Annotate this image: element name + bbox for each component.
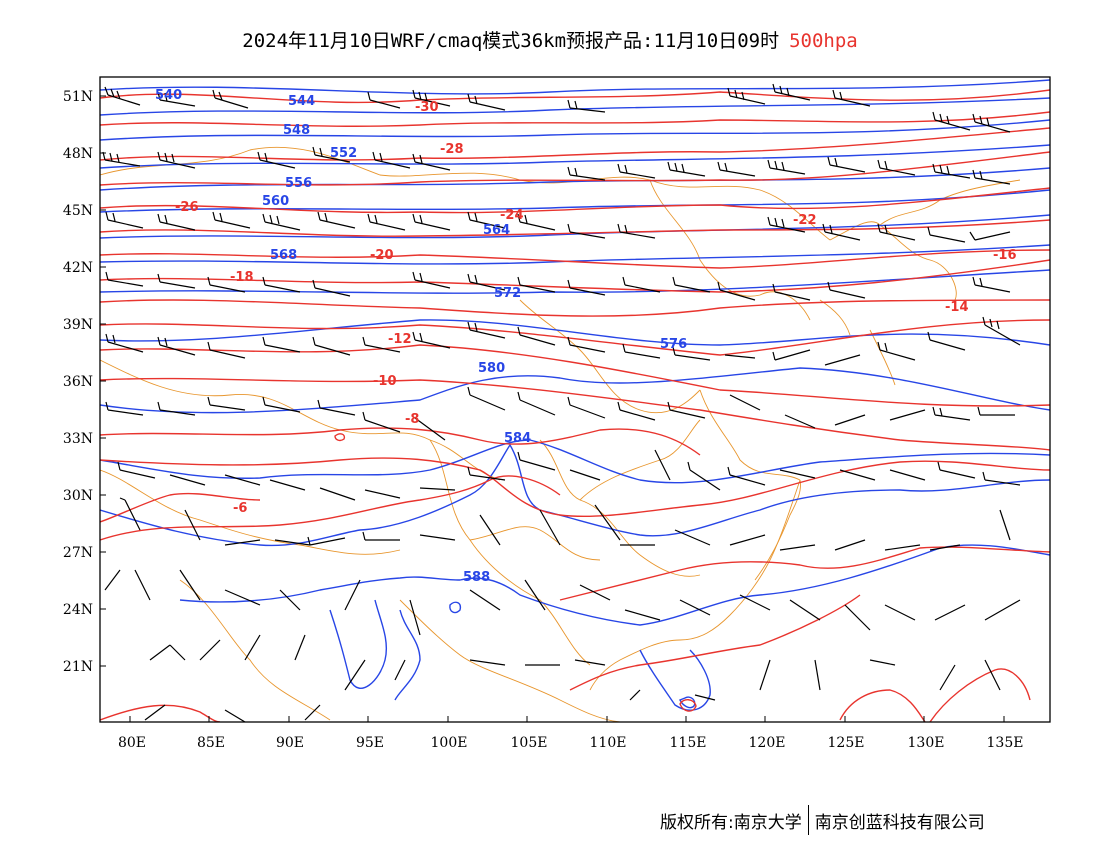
height-label: 584 — [504, 431, 531, 446]
lat-tick-label: 24N — [63, 602, 93, 618]
lon-tick-label: 125E — [828, 735, 865, 751]
temperature-label: -26 — [175, 200, 199, 215]
lon-labels: 80E 85E 90E 95E 100E 105E 110E 115E 120E… — [118, 735, 1024, 751]
height-label: 540 — [155, 88, 182, 103]
lat-tick-label: 48N — [63, 146, 93, 162]
temperature-label-group: -30 -28 -26 -24 -22 -20 -18 -16 -14 -12 … — [175, 100, 1017, 516]
temperature-label: -20 — [370, 248, 394, 263]
lon-tick-label: 135E — [987, 735, 1024, 751]
wind-barbs — [102, 83, 1021, 722]
height-label: 560 — [262, 194, 289, 209]
temperature-label: -16 — [993, 248, 1017, 263]
height-label: 544 — [288, 94, 315, 109]
lon-tick-label: 85E — [197, 735, 225, 751]
axis-ticks — [100, 95, 1005, 722]
lat-tick-label: 30N — [63, 488, 93, 504]
lon-tick-label: 105E — [511, 735, 548, 751]
height-label: 572 — [494, 286, 521, 301]
copyright-credit: 版权所有:南京大学 南京创蓝科技有限公司 — [660, 805, 985, 838]
lat-tick-label: 39N — [63, 317, 93, 333]
lon-tick-label: 100E — [431, 735, 468, 751]
lat-tick-label: 33N — [63, 431, 93, 447]
lon-tick-label: 95E — [356, 735, 384, 751]
height-label-group: 540 544 548 552 556 560 564 568 572 576 … — [155, 88, 687, 585]
lon-tick-label: 130E — [908, 735, 945, 751]
temperature-label: -18 — [230, 270, 254, 285]
lon-tick-label: 90E — [276, 735, 304, 751]
temperature-label: -30 — [415, 100, 439, 115]
boundary-lines — [100, 146, 1021, 722]
plot-frame — [99, 76, 1051, 723]
temperature-label: -6 — [233, 501, 247, 516]
lon-tick-label: 80E — [118, 735, 146, 751]
lat-labels: 51N 48N 45N 42N 39N 36N 33N 30N 27N 24N … — [63, 89, 93, 675]
credit-divider — [807, 805, 809, 835]
height-label: 548 — [283, 123, 310, 138]
lon-tick-label: 120E — [749, 735, 786, 751]
height-label: 556 — [285, 176, 312, 191]
temperature-label: -28 — [440, 142, 464, 157]
credit-company: 南京创蓝科技有限公司 — [814, 813, 985, 833]
height-label: 588 — [463, 570, 490, 585]
temperature-label: -14 — [945, 300, 969, 315]
lat-tick-label: 45N — [63, 203, 93, 219]
map-title: 2024年11月10日WRF/cmaq模式36km预报产品:11月10日09时 5… — [0, 26, 1100, 53]
lon-tick-label: 115E — [670, 735, 707, 751]
temperature-label: -24 — [500, 208, 524, 223]
height-label: 580 — [478, 361, 505, 376]
temperature-label: -10 — [373, 374, 397, 389]
lat-tick-label: 51N — [63, 89, 93, 105]
temperature-label: -8 — [405, 412, 419, 427]
height-label: 576 — [660, 337, 687, 352]
temperature-label: -12 — [388, 332, 412, 347]
lat-tick-label: 21N — [63, 659, 93, 675]
title-main: 2024年11月10日WRF/cmaq模式36km预报产品:11月10日09时 — [242, 30, 780, 52]
height-label: 568 — [270, 248, 297, 263]
temperature-label: -22 — [793, 213, 817, 228]
height-label: 564 — [483, 223, 510, 238]
lon-tick-label: 110E — [590, 735, 627, 751]
lat-tick-label: 27N — [63, 545, 93, 561]
credit-owner: 版权所有:南京大学 — [660, 813, 802, 833]
height-label: 552 — [330, 146, 357, 161]
lat-tick-label: 42N — [63, 260, 93, 276]
title-level: 500hpa — [789, 30, 858, 52]
lat-tick-label: 36N — [63, 374, 93, 390]
